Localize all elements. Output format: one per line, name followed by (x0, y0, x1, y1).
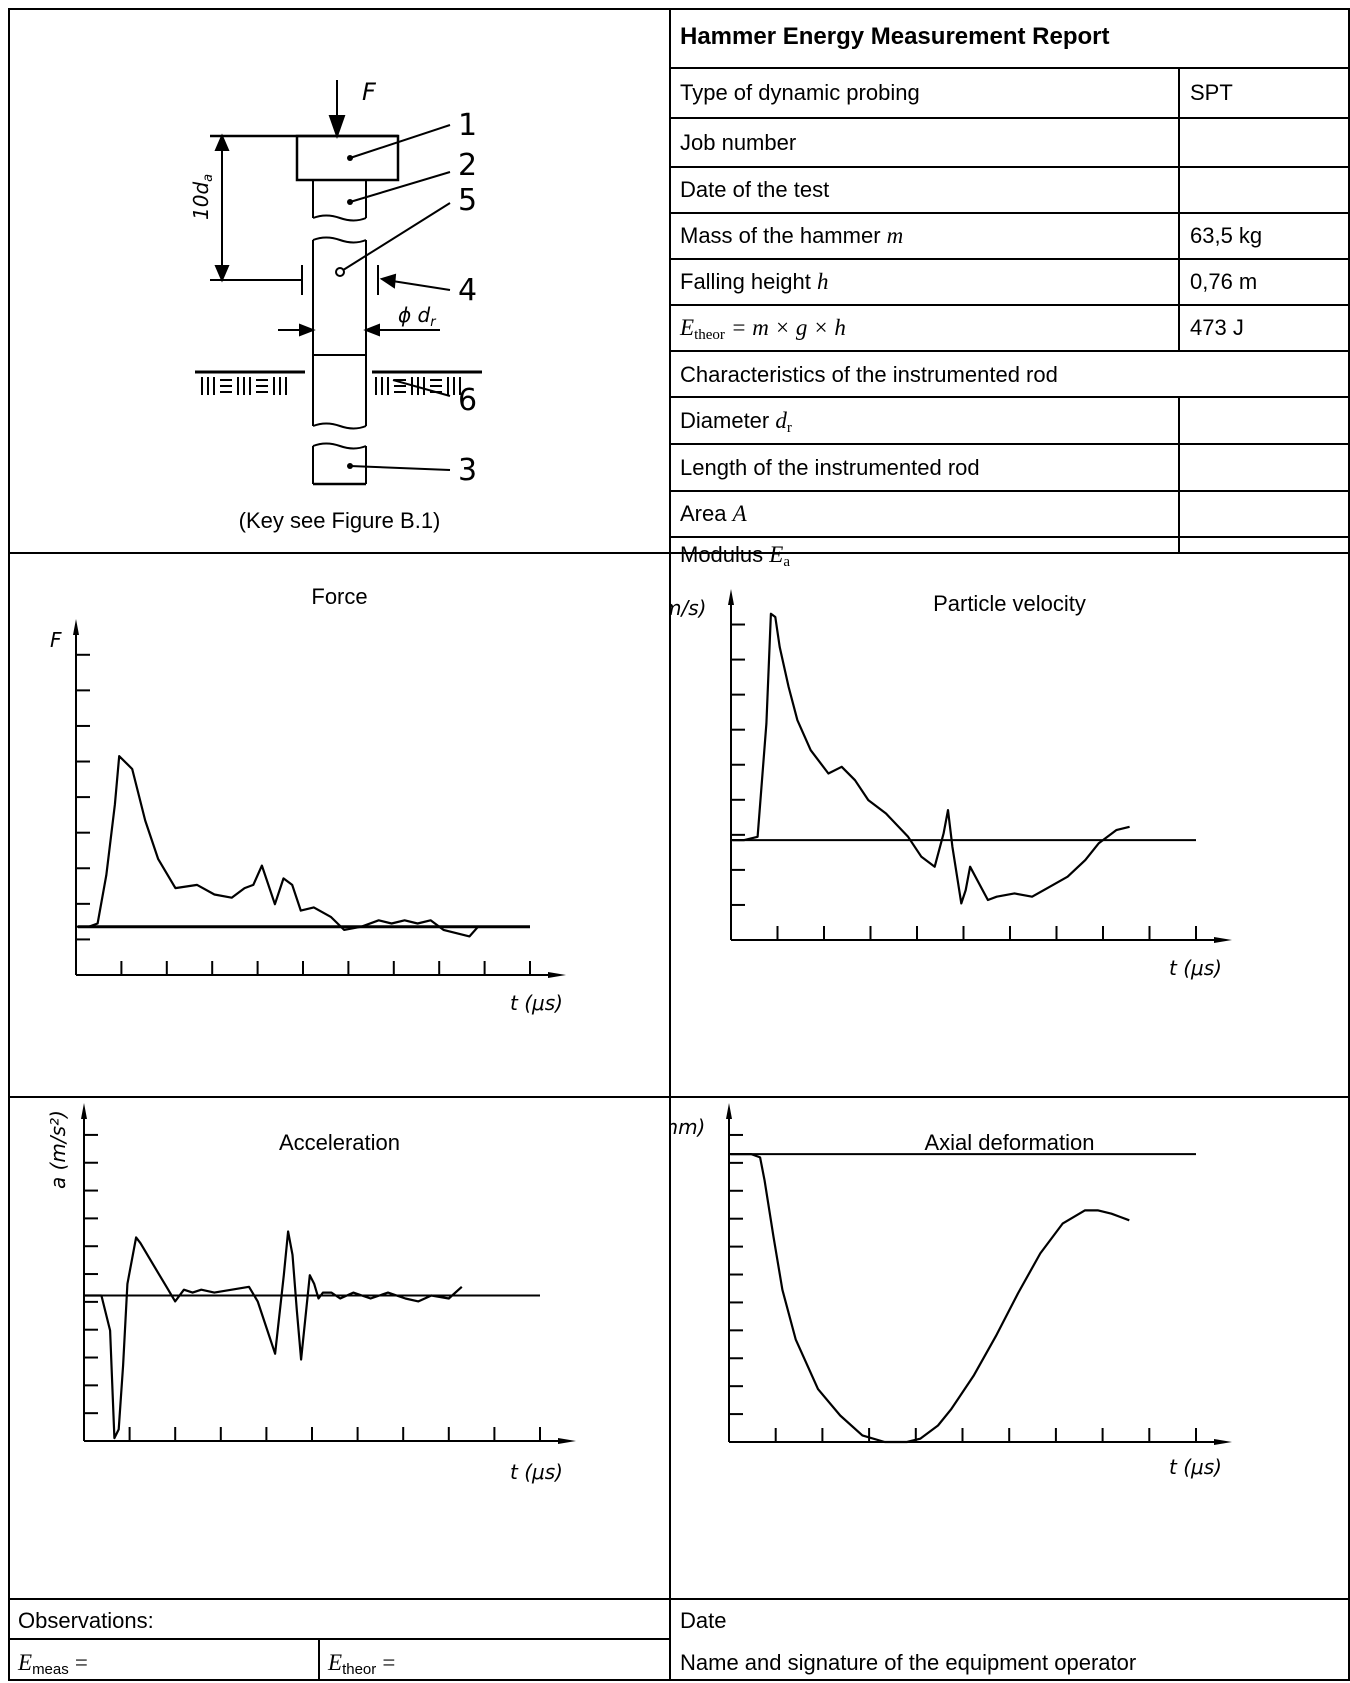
diameter-text: Diameter (680, 408, 770, 433)
force-arrow-icon (328, 80, 346, 140)
row-label-rod-length: Length of the instrumented rod (680, 455, 980, 480)
dimension-10da: 10da (189, 174, 216, 220)
e-theor-field[interactable]: Etheor = (328, 1650, 395, 1683)
e-theor-foot-eq: = (382, 1650, 396, 1675)
diameter-sub: r (786, 420, 792, 436)
row-label-area: Area A (680, 501, 747, 527)
key-6: 6 (458, 383, 477, 418)
velocity-chart: v (m/s) t (μs) (671, 589, 1232, 980)
falling-height-text: Falling height (680, 269, 811, 294)
series-line (729, 1152, 1130, 1444)
y-axis-arrow (73, 619, 79, 635)
hatched-ground-icon (201, 377, 461, 395)
y-axis-label: s (mm) (671, 1115, 705, 1139)
e-meas-symbol: E (18, 1650, 33, 1675)
y-axis-arrow (726, 1103, 732, 1119)
key-2: 2 (458, 148, 477, 183)
force-label: F (362, 78, 377, 106)
chart-title-velocity: Particle velocity (933, 591, 1086, 616)
y-axis-label: v (m/s) (671, 596, 706, 620)
row-label-probing-type: Type of dynamic probing (680, 80, 920, 105)
row-value-hammer-mass: 63,5 kg (1190, 223, 1263, 248)
x-axis-label: t (μs) (510, 1460, 563, 1484)
diameter-dim-label: ϕ dr (398, 303, 437, 330)
hammer-mass-symbol: m (886, 223, 904, 248)
figure-caption: (Key see Figure B.1) (238, 508, 441, 533)
chart-title-force: Force (311, 584, 368, 609)
x-axis-label: t (μs) (510, 991, 563, 1015)
rod-figure: F 1 2 5 4 6 3 10da ϕ dr (189, 78, 482, 488)
x-axis-arrow (558, 1438, 576, 1444)
series-line (84, 1230, 463, 1440)
y-axis-arrow (728, 589, 734, 605)
area-text: Area (680, 501, 727, 526)
signature-label[interactable]: Name and signature of the equipment oper… (680, 1650, 1137, 1675)
modulus-symbol: E (769, 542, 784, 567)
modulus-sub: a (783, 554, 791, 570)
falling-height-symbol: h (817, 269, 829, 294)
x-axis-label: t (μs) (1169, 1455, 1222, 1479)
e-theor-foot-symbol: E (328, 1650, 343, 1675)
series-line (731, 612, 1130, 905)
area-symbol: A (732, 501, 747, 526)
row-label-job-number: Job number (680, 130, 797, 155)
row-label-falling-height: Falling height h (680, 269, 829, 295)
series-line (76, 755, 479, 938)
row-value-e-theor: 473 J (1190, 315, 1244, 340)
deformation-chart: s (mm) t (μs) (671, 1103, 1232, 1479)
date-label[interactable]: Date (680, 1608, 727, 1633)
force-chart: Ft (μs) (50, 619, 566, 1015)
svg-text:10da: 10da (189, 174, 216, 220)
y-axis-label: F (50, 628, 62, 652)
key-4: 4 (458, 273, 477, 308)
row-label-hammer-mass: Mass of the hammer m (680, 223, 903, 249)
x-axis-label: t (μs) (1169, 956, 1222, 980)
report-title: Hammer Energy Measurement Report (680, 23, 1110, 50)
rod-header: Characteristics of the instrumented rod (680, 362, 1058, 387)
row-value-probing-type: SPT (1190, 80, 1233, 105)
key-1: 1 (458, 108, 477, 143)
e-meas-field[interactable]: Emeas = (18, 1650, 88, 1683)
e-theor-foot-sub: theor (342, 1661, 377, 1678)
modulus-text: Modulus (680, 542, 764, 567)
row-label-test-date: Date of the test (680, 177, 830, 202)
e-meas-eq: = (74, 1650, 88, 1675)
x-axis-arrow (1214, 937, 1232, 943)
diameter-symbol: d (775, 408, 787, 433)
row-label-modulus: Modulus Ea (680, 542, 791, 573)
key-3: 3 (458, 453, 477, 488)
row-label-e-theor: Etheor = m × g × h (680, 315, 846, 348)
x-axis-arrow (548, 972, 566, 978)
chart-title-acceleration: Acceleration (278, 1130, 401, 1155)
e-theor-formula: = m × g × h (731, 315, 846, 340)
observations-label: Observations: (18, 1608, 154, 1633)
x-axis-arrow (1214, 1439, 1232, 1445)
e-meas-sub: meas (32, 1661, 69, 1678)
row-value-falling-height: 0,76 m (1190, 269, 1258, 294)
y-axis-arrow (81, 1103, 87, 1119)
key-5: 5 (458, 183, 477, 218)
e-theor-symbol: E (680, 315, 695, 340)
e-theor-sub: theor (694, 327, 725, 343)
anvil (295, 134, 400, 182)
chart-title-deformation: Axial deformation (924, 1130, 1095, 1155)
y-axis-label: a (m/s²) (46, 1110, 70, 1189)
hammer-mass-text: Mass of the hammer (680, 223, 881, 248)
row-label-diameter: Diameter dr (680, 408, 792, 441)
acceleration-chart: a (m/s²) t (μs) (46, 1103, 576, 1484)
